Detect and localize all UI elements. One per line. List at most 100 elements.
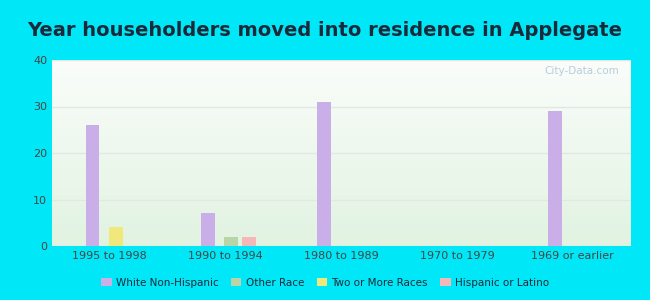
Bar <box>242 237 255 246</box>
Bar <box>52 119 630 120</box>
Bar <box>52 180 630 181</box>
Bar <box>52 211 630 212</box>
Bar <box>52 128 630 129</box>
Bar <box>52 239 630 240</box>
Bar <box>52 197 630 198</box>
Bar <box>52 181 630 182</box>
Bar <box>52 123 630 124</box>
Bar <box>52 136 630 137</box>
Bar <box>52 61 630 62</box>
Bar <box>52 85 630 86</box>
Bar <box>52 229 630 230</box>
Bar <box>52 72 630 73</box>
Bar <box>52 111 630 112</box>
Bar <box>52 155 630 156</box>
Bar <box>52 144 630 145</box>
Bar <box>52 196 630 197</box>
Bar <box>52 74 630 75</box>
Bar <box>52 149 630 150</box>
Bar <box>52 125 630 126</box>
Bar <box>52 178 630 179</box>
Bar <box>52 140 630 141</box>
Bar <box>52 230 630 231</box>
Bar <box>52 92 630 94</box>
Bar <box>52 122 630 123</box>
Bar <box>52 68 630 69</box>
Bar <box>52 134 630 135</box>
Bar <box>52 157 630 158</box>
Bar <box>52 148 630 149</box>
Bar <box>52 214 630 215</box>
Bar <box>52 200 630 201</box>
Bar <box>52 170 630 171</box>
Bar <box>52 118 630 119</box>
Bar <box>52 173 630 174</box>
Bar <box>52 182 630 183</box>
Bar <box>52 162 630 163</box>
Bar <box>52 78 630 79</box>
Bar <box>52 79 630 80</box>
Bar <box>52 161 630 162</box>
Bar <box>52 235 630 236</box>
Bar <box>52 163 630 164</box>
Bar <box>52 168 630 169</box>
Bar <box>52 203 630 204</box>
Bar <box>52 216 630 217</box>
Bar <box>52 108 630 109</box>
Bar <box>52 206 630 207</box>
Bar <box>52 86 630 87</box>
Bar <box>52 146 630 147</box>
Bar <box>52 194 630 195</box>
Bar <box>52 166 630 167</box>
Bar <box>52 83 630 84</box>
Bar <box>52 104 630 105</box>
Bar <box>52 172 630 173</box>
Bar <box>52 130 630 131</box>
Bar <box>52 198 630 199</box>
Bar <box>52 184 630 185</box>
Bar <box>52 132 630 133</box>
Bar <box>52 154 630 155</box>
Bar <box>52 77 630 78</box>
Bar <box>52 84 630 85</box>
Bar <box>52 107 630 108</box>
Bar <box>52 233 630 234</box>
Bar <box>52 215 630 216</box>
Bar <box>52 212 630 214</box>
Bar <box>52 190 630 191</box>
Bar <box>52 169 630 170</box>
Bar <box>52 245 630 246</box>
Bar <box>52 167 630 168</box>
Bar <box>52 117 630 118</box>
Bar <box>52 227 630 228</box>
Bar <box>52 81 630 82</box>
Bar <box>52 143 630 144</box>
Bar <box>52 241 630 242</box>
Bar <box>52 88 630 89</box>
Bar <box>52 208 630 209</box>
Bar <box>52 158 630 159</box>
Bar <box>52 160 630 161</box>
Bar <box>52 224 630 225</box>
Bar <box>52 87 630 88</box>
Bar <box>52 220 630 221</box>
Bar <box>52 187 630 188</box>
Bar <box>52 97 630 98</box>
Bar <box>52 183 630 184</box>
Bar <box>52 243 630 244</box>
Bar <box>52 96 630 97</box>
Bar <box>52 159 630 160</box>
Bar <box>52 66 630 67</box>
Bar <box>52 103 630 104</box>
Bar <box>52 60 630 61</box>
Bar <box>52 150 630 151</box>
Bar <box>52 70 630 71</box>
Bar <box>52 118 630 119</box>
Bar <box>52 226 630 227</box>
Bar <box>52 238 630 239</box>
Bar <box>52 195 630 196</box>
Bar <box>52 156 630 157</box>
Bar <box>52 131 630 132</box>
Legend: White Non-Hispanic, Other Race, Two or More Races, Hispanic or Latino: White Non-Hispanic, Other Race, Two or M… <box>97 274 553 292</box>
Bar <box>52 67 630 68</box>
